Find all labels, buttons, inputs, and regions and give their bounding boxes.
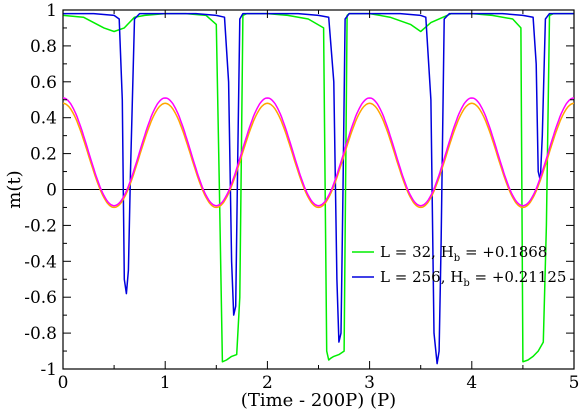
y-tick-label: 0 xyxy=(46,181,57,201)
y-tick-label: 1 xyxy=(46,1,57,21)
y-tick-label: 0.6 xyxy=(30,73,57,93)
y-axis-label: m(t) xyxy=(4,170,25,208)
series-line-3 xyxy=(63,97,574,207)
x-axis-label: (Time - 200P) (P) xyxy=(241,390,396,411)
y-tick-label: 0.4 xyxy=(30,109,57,129)
y-tick-label: -0.4 xyxy=(24,252,57,272)
series-line-2 xyxy=(63,102,574,209)
x-tick-label: 5 xyxy=(569,373,580,393)
y-tick-label: -1 xyxy=(40,360,57,380)
y-tick-label: -0.2 xyxy=(24,216,57,236)
legend: L = 32, Hb = +0.1868 L = 256, Hb = +0.211… xyxy=(352,243,566,289)
y-tick-label: 0.2 xyxy=(30,145,57,165)
y-tick-label: -0.6 xyxy=(24,288,57,308)
x-tick-label: 4 xyxy=(466,373,477,393)
series-line-0 xyxy=(63,12,574,363)
plot-area xyxy=(62,9,575,370)
x-tick-label: 1 xyxy=(160,373,171,393)
y-tick-label: -0.8 xyxy=(24,324,57,344)
legend-label: L = 256, Hb = +0.21125 xyxy=(380,268,566,289)
series-line-1 xyxy=(63,12,574,365)
x-tick-label: 3 xyxy=(364,373,375,393)
legend-label: L = 32, Hb = +0.1868 xyxy=(380,243,547,264)
x-tick-label: 2 xyxy=(262,373,273,393)
x-axis: 0 1 2 3 4 5 xyxy=(58,10,580,393)
y-tick-label: 0.8 xyxy=(30,37,57,57)
y-axis: -1 -0.8 -0.6 -0.4 -0.2 0 0.2 0.4 0.6 0.8 1 xyxy=(24,1,574,380)
x-tick-label: 0 xyxy=(58,373,69,393)
series-layer xyxy=(63,12,574,365)
